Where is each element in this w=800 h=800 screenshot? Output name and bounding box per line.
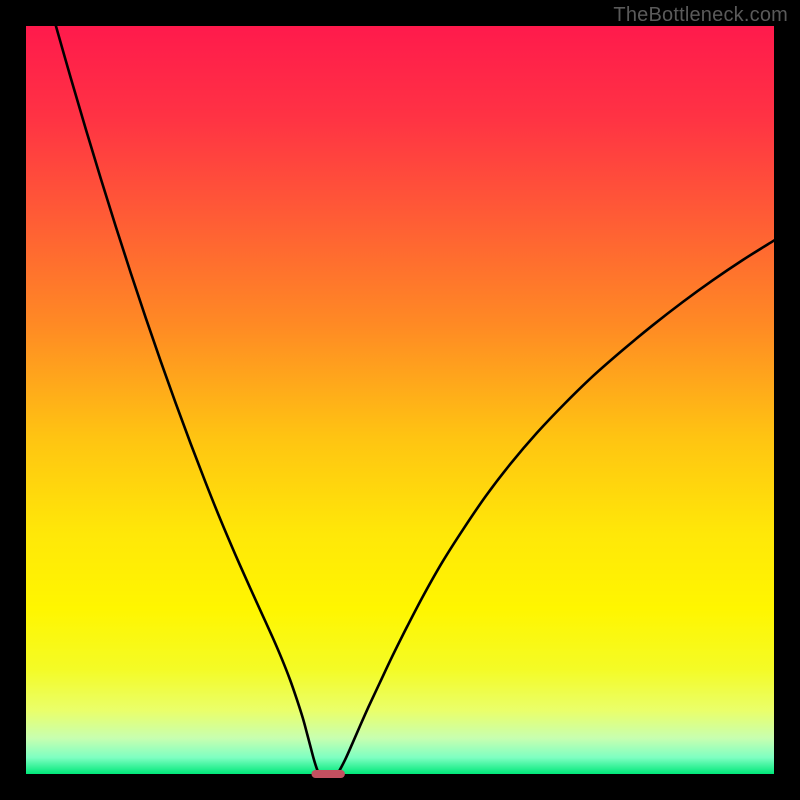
watermark-text: TheBottleneck.com xyxy=(613,4,788,27)
plot-background xyxy=(26,26,774,774)
bottleneck-chart xyxy=(0,0,800,800)
